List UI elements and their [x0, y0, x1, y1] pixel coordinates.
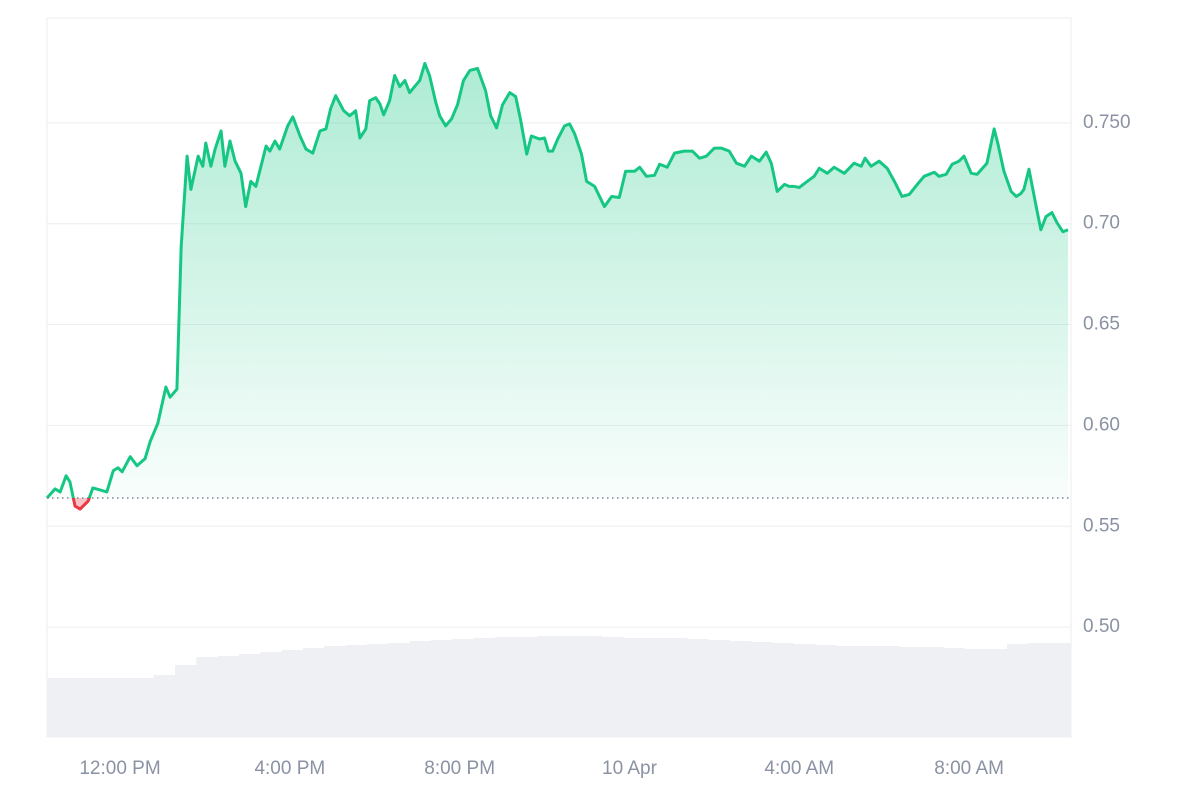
y-tick-label: 0.70: [1083, 213, 1120, 234]
volume-bar: [921, 647, 944, 737]
volume-bar: [623, 638, 645, 737]
volume-bar: [303, 648, 325, 737]
volume-bars: [47, 636, 1072, 737]
volume-bar: [964, 649, 986, 737]
volume-bar: [452, 639, 474, 737]
volume-bar: [793, 644, 816, 737]
volume-bar: [388, 643, 410, 737]
volume-bar: [537, 636, 560, 737]
y-tick-label: 0.65: [1083, 314, 1120, 335]
y-tick-label: 0.750: [1083, 112, 1131, 133]
volume-bar: [943, 648, 965, 737]
volume-bar: [729, 641, 752, 737]
y-tick-label: 0.50: [1083, 616, 1120, 637]
x-tick-label: 8:00 PM: [424, 758, 495, 779]
price-plot: [45, 61, 1071, 511]
x-tick-label: 4:00 PM: [254, 758, 325, 779]
volume-bar: [857, 646, 880, 737]
volume-bar: [644, 638, 666, 737]
volume-bar: [580, 636, 602, 737]
volume-bar: [1007, 644, 1029, 737]
volume-bar: [473, 638, 496, 737]
price-line-up: [45, 61, 1069, 499]
volume-bar: [559, 636, 581, 737]
volume-bar: [836, 646, 858, 737]
volume-bar: [516, 637, 538, 737]
volume-bar: [1028, 643, 1050, 737]
volume-bar: [772, 643, 794, 737]
volume-bar: [900, 647, 922, 737]
volume-bar: [985, 649, 1008, 737]
volume-bar: [665, 638, 688, 737]
volume-bar: [1049, 643, 1072, 737]
volume-bar: [47, 678, 69, 737]
volume-bar: [815, 645, 837, 737]
y-tick-label: 0.60: [1083, 414, 1120, 435]
volume-bar: [196, 657, 218, 737]
volume-bar: [431, 640, 453, 737]
volume-bar: [68, 678, 90, 737]
x-tick-label: 10 Apr: [602, 758, 658, 779]
x-tick-label: 12:00 PM: [79, 758, 160, 779]
volume-bar: [175, 665, 197, 737]
volume-bar: [708, 640, 730, 737]
volume-bar: [324, 646, 346, 737]
volume-bar: [132, 678, 154, 737]
volume-bar: [879, 646, 901, 737]
axis-labels: 0.50 0.55 0.60 0.65 0.70 0.750 12:00 PM 4:00 PM…: [79, 112, 1130, 779]
volume-bar: [751, 642, 773, 737]
x-tick-label: 4:00 AM: [764, 758, 834, 779]
x-tick-label: 8:00 AM: [934, 758, 1004, 779]
volume-bar: [153, 675, 176, 737]
volume-bar: [345, 645, 368, 737]
volume-bar: [89, 678, 112, 737]
volume-bar: [239, 654, 261, 737]
volume-bar: [260, 652, 282, 737]
volume-bar: [409, 641, 432, 737]
area-above-baseline: [47, 63, 1069, 499]
volume-bar: [111, 678, 133, 737]
volume-bar: [687, 639, 709, 737]
volume-bar: [367, 644, 389, 737]
y-tick-label: 0.55: [1083, 515, 1120, 536]
volume-bar: [281, 650, 304, 737]
volume-bar: [217, 656, 240, 737]
volume-bar: [495, 637, 517, 737]
volume-bar: [601, 637, 624, 737]
